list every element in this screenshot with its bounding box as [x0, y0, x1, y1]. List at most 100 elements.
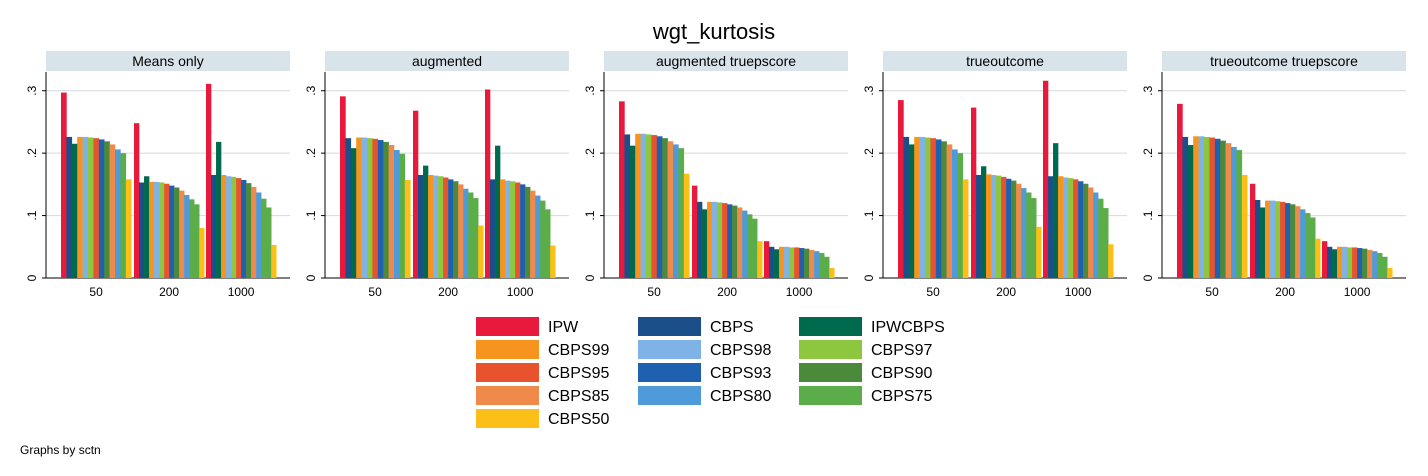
bar-cbps [769, 246, 775, 278]
legend-item-cbps95: CBPS95 [476, 363, 609, 382]
y-tick-label: .2 [1141, 148, 1155, 158]
bar-cbps95 [515, 182, 521, 278]
bar-cbps50 [478, 225, 484, 278]
bar-cbps [345, 138, 352, 278]
bar-cbps [490, 179, 496, 278]
legend-item-cbps75: CBPS75 [799, 386, 932, 405]
bar-cbps75 [261, 198, 267, 278]
bar-cbps99 [1337, 246, 1343, 278]
legend-label: CBPS93 [710, 365, 771, 382]
legend-item-cbps50: CBPS50 [476, 409, 609, 428]
bar-cbps85 [179, 190, 185, 278]
legend-swatch [638, 340, 701, 359]
bar-cbps90 [453, 181, 459, 278]
bar-ipw [898, 100, 904, 278]
bar-cbps90 [383, 141, 389, 278]
bar-cbps75 [399, 153, 406, 278]
bar-cbps80 [1300, 209, 1306, 278]
bar-cbps80 [394, 150, 400, 278]
bar-ipwcbps [702, 209, 708, 278]
bar-cbps99 [77, 136, 83, 278]
bar-ipwcbps [1053, 143, 1059, 278]
bar-cbps93 [1006, 178, 1012, 278]
bar-cbps90 [662, 138, 668, 278]
bar-cbps90 [1011, 180, 1017, 278]
x-tick-label: 200 [1275, 285, 1295, 299]
panel-1: Means only 0 .1 .2 .3 50 200 1000 [25, 51, 290, 299]
bar-cbps80 [1021, 188, 1027, 278]
bar-ipwcbps [423, 165, 429, 278]
legend-label: CBPS98 [710, 342, 771, 359]
legend-label: CBPS [710, 319, 754, 336]
y-tick-label: .2 [862, 148, 876, 158]
bar-cbps97 [367, 138, 373, 278]
bar-cbps50 [271, 244, 277, 278]
bar-cbps99 [1058, 176, 1064, 278]
bar-ipwcbps [495, 145, 501, 278]
legend-swatch [638, 317, 701, 336]
bar-cbps75 [189, 199, 195, 278]
bar-cbps97 [159, 182, 165, 278]
bar-cbps98 [712, 201, 718, 278]
bar-ipwcbps [1332, 249, 1338, 278]
bar-cbps50 [757, 241, 763, 278]
y-tick-label: .2 [304, 148, 318, 158]
bar-cbps99 [1193, 136, 1199, 278]
bar-cbps [1048, 176, 1054, 278]
legend-label: CBPS99 [548, 342, 609, 359]
bar-ipw [1177, 103, 1183, 278]
legend-item-ipwcbps: IPWCBPS [799, 317, 945, 336]
legend-item-cbps98: CBPS98 [638, 340, 771, 359]
x-tick-label: 50 [647, 285, 661, 299]
bar-cbps99 [149, 181, 155, 278]
bar-cbps75 [819, 253, 825, 278]
bar-ipw [413, 110, 419, 278]
panel-strip [325, 51, 569, 71]
graphs-by-note: Graphs by sctn [20, 443, 101, 457]
legend-item-cbps90: CBPS90 [799, 363, 932, 382]
bar-cbps95 [794, 247, 800, 278]
bar-cbps90 [1220, 140, 1226, 278]
bar-ipw [764, 241, 770, 278]
bar-cbps75 [266, 207, 272, 278]
bar-cbps95 [164, 183, 170, 278]
bar-cbps93 [656, 136, 663, 278]
panels: Means only 0 .1 .2 .3 50 200 1000 augmented 0 .1 .2… [25, 51, 1406, 299]
x-tick-label: 50 [368, 285, 382, 299]
bar-ipwcbps [350, 148, 357, 278]
bar-cbps97 [438, 176, 444, 278]
bar-cbps75 [678, 148, 685, 278]
legend-swatch [799, 386, 862, 405]
legend-item-cbps93: CBPS93 [638, 363, 771, 382]
y-tick-label: .1 [862, 210, 876, 220]
bar-cbps [976, 175, 982, 278]
legend-item-cbps99: CBPS99 [476, 340, 609, 359]
bar-cbps93 [727, 204, 733, 278]
bar-cbps75 [120, 153, 127, 278]
bar-cbps75 [957, 153, 964, 278]
bar-cbps97 [646, 134, 652, 278]
bar-cbps98 [1270, 200, 1276, 278]
bar-cbps90 [732, 205, 738, 278]
bar-cbps80 [256, 192, 262, 278]
bar-cbps [1327, 246, 1333, 278]
y-tick-label: .1 [304, 210, 318, 220]
bar-cbps97 [717, 202, 723, 278]
bar-cbps98 [82, 136, 89, 278]
bar-cbps95 [236, 178, 242, 278]
bar-cbps98 [640, 133, 647, 278]
bar-cbps95 [651, 135, 658, 278]
bar-cbps80 [115, 149, 121, 278]
panel-2: augmented 0 .1 .2 .3 50 200 1000 [304, 51, 569, 299]
bar-cbps98 [226, 176, 232, 278]
bar-cbps75 [1310, 217, 1316, 278]
y-tick-label: 0 [862, 274, 876, 281]
panel-4: trueoutcome 0 .1 .2 .3 50 200 1000 [862, 51, 1127, 299]
bar-cbps93 [169, 185, 175, 278]
legend-label: CBPS95 [548, 365, 609, 382]
bar-cbps85 [109, 144, 116, 278]
bar-cbps75 [1103, 208, 1109, 278]
panel-strip [604, 51, 848, 71]
x-tick-label: 1000 [228, 285, 255, 299]
